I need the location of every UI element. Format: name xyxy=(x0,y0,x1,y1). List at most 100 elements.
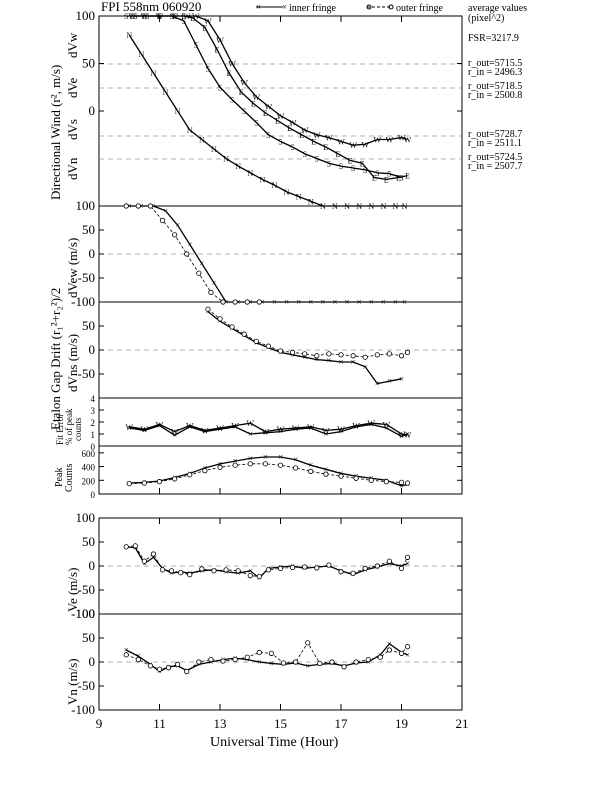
vn-outer-point xyxy=(305,640,311,646)
ew-inner-point: × xyxy=(402,297,407,307)
ns-outer-point xyxy=(374,352,380,358)
dir-dVe-point: E xyxy=(348,156,353,165)
peak-outer-point xyxy=(232,462,238,468)
ns-outer-point xyxy=(362,354,368,360)
dir-dVe-point: E xyxy=(239,88,244,97)
dir-dVs-line xyxy=(126,15,402,179)
fit-outer-fringe-point: W xyxy=(367,419,375,428)
vn-outer-point xyxy=(175,661,181,668)
dir-dVe-point: E xyxy=(263,109,268,118)
vn-outer-point xyxy=(123,652,129,658)
dir-dVs-point: S xyxy=(194,41,198,50)
fit-inner-point: × xyxy=(293,424,298,434)
dir-dVs-point: S xyxy=(278,137,282,146)
dVn-label: dVn xyxy=(65,157,80,180)
ns-outer-point xyxy=(338,352,344,358)
fit-outer-fringe-point: W xyxy=(156,420,164,429)
ve-outer-point xyxy=(277,565,284,572)
vn-ytick-label: 100 xyxy=(76,606,96,621)
vn-inner-point: × xyxy=(257,657,262,667)
vn-outer-point xyxy=(208,656,214,663)
ew-inner-fringe-line xyxy=(129,205,405,303)
dir-dVe-point: E xyxy=(227,69,232,78)
figure-title: FPI 558nm 060920 xyxy=(101,0,201,14)
ew-ytick-label: 50 xyxy=(82,222,95,237)
dir-dVw-point: W xyxy=(313,131,321,140)
dir-dVe-point: E xyxy=(181,12,186,21)
ns-outer-point xyxy=(302,351,308,357)
dir-dVw-point: W xyxy=(289,118,297,127)
ew-inner-point: × xyxy=(332,297,337,307)
vn-outer-point xyxy=(244,654,250,660)
dir-dVw-point: W xyxy=(361,140,369,149)
dir-dVw-point: W xyxy=(404,136,412,145)
xtick-label: 11 xyxy=(153,716,166,731)
ew-outer-point xyxy=(232,299,238,305)
fit-label-3: counts xyxy=(73,417,83,441)
vn-outer-point xyxy=(353,659,359,665)
dir-dVs-point: S xyxy=(133,12,137,21)
vn-outer-point xyxy=(398,650,405,656)
vn-outer-point xyxy=(329,659,335,665)
dir-dVs-point: S xyxy=(242,107,246,116)
peak-inner-point: × xyxy=(263,452,268,462)
fit-inner-point: × xyxy=(405,429,410,439)
fit-ytick-label: 0 xyxy=(91,442,96,452)
legend-inner-marker: × xyxy=(256,2,261,12)
dir-dVw-point: W xyxy=(265,102,273,111)
peak-inner-point: × xyxy=(308,460,313,470)
ve-outer-point xyxy=(123,544,129,550)
dir-dVn-point: N xyxy=(199,136,205,145)
fit-outer-fringe-point: W xyxy=(201,426,209,435)
dir-dVn-point: N xyxy=(247,169,253,178)
peak-inner-point: × xyxy=(217,459,222,469)
vn-inner-point: × xyxy=(305,661,310,671)
dir-ytick-label: 0 xyxy=(89,103,96,118)
dir-dVn-point: N xyxy=(393,202,399,211)
dir-dVs-point: S xyxy=(157,12,161,21)
dir-dVs-point: S xyxy=(230,96,234,105)
peak-outer-point xyxy=(293,465,299,471)
fit-outer-fringe-point: W xyxy=(337,425,345,434)
ew-inner-point: × xyxy=(320,297,325,307)
fit-inner-point: × xyxy=(263,428,268,438)
dir-dVw-point: W xyxy=(386,136,394,145)
ve-inner-point: × xyxy=(151,552,156,562)
fit-inner-point: × xyxy=(369,419,374,429)
ew-inner-point: × xyxy=(284,297,289,307)
fit-ytick-label: 1 xyxy=(91,430,96,440)
dir-dVe-point: E xyxy=(372,174,377,183)
ns-outer-point xyxy=(404,349,411,355)
fit-outer-fringe-point: W xyxy=(307,423,315,432)
vn-outer-point xyxy=(404,644,411,650)
legend: × × inner fringe outer fringe xyxy=(256,2,443,14)
ve-outer-point xyxy=(159,567,166,573)
dir-dVs-point: S xyxy=(218,83,222,92)
fit-ytick-label: 4 xyxy=(91,394,96,404)
dir-dVe-point: E xyxy=(287,124,292,133)
avg-unit: (pixel^2) xyxy=(468,13,504,24)
fit-outer-fringe-point: W xyxy=(292,424,300,433)
fit-outer-fringe-point: W xyxy=(383,420,391,429)
dir-dVn-point: N xyxy=(126,31,132,40)
ns-outer-point xyxy=(265,343,271,349)
fit-inner-point: × xyxy=(172,430,177,440)
ew-inner-point: × xyxy=(369,297,374,307)
ns-inner-point: × xyxy=(375,379,380,389)
fit-ytick-label: 2 xyxy=(91,418,96,428)
ew-outer-point xyxy=(244,299,250,305)
dir-dVn-point: N xyxy=(163,88,169,97)
dVe-label: dVe xyxy=(65,78,80,98)
peak-outer-fringe-line xyxy=(129,463,408,485)
ve-inner-point: × xyxy=(405,559,410,569)
xtick-label: 21 xyxy=(456,716,469,731)
ew-outer-point xyxy=(159,217,166,223)
r4-in: r_in = 2507.7 xyxy=(468,161,522,172)
dir-dVe-point: E xyxy=(299,131,304,140)
fit-inner-point: × xyxy=(248,429,253,439)
dir-dVs-point: S xyxy=(266,131,270,140)
dir-dVn-line xyxy=(128,34,405,207)
ve-outer-point xyxy=(386,558,392,564)
vn-inner-point: × xyxy=(387,639,392,649)
